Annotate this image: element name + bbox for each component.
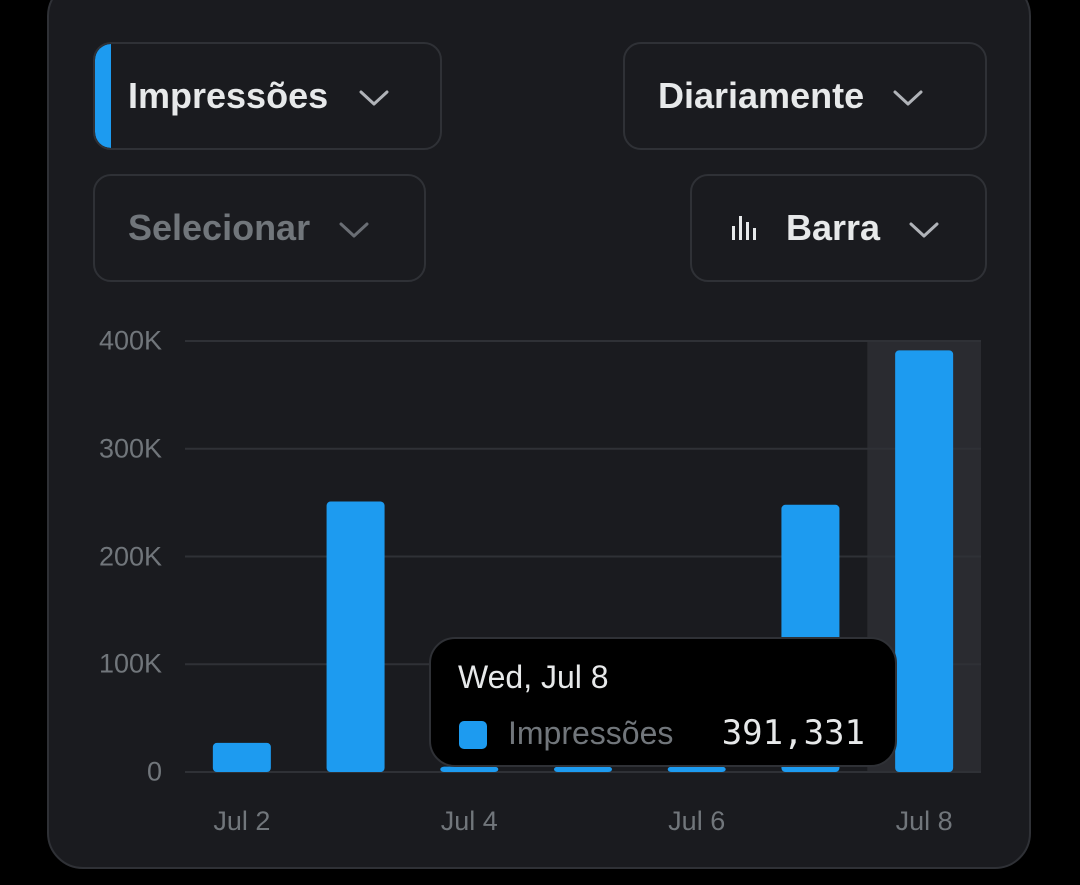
metric-accent-bar xyxy=(95,44,111,148)
bar-jul-2[interactable] xyxy=(212,742,271,772)
bar-jul-3[interactable] xyxy=(326,501,385,772)
chart-type-dropdown[interactable]: Barra xyxy=(690,174,987,282)
y-tick-label: 300K xyxy=(98,433,162,464)
chevron-down-icon xyxy=(358,75,390,117)
interval-dropdown[interactable]: Diariamente xyxy=(623,42,987,150)
bar-jul-6[interactable] xyxy=(667,766,726,772)
x-tick-label: Jul 2 xyxy=(213,806,271,836)
tooltip-series-swatch xyxy=(459,721,487,749)
chart-tooltip: Wed, Jul 8 Impressões 391,331 xyxy=(429,637,897,767)
bar-jul-8[interactable] xyxy=(895,350,954,772)
y-tick-label: 200K xyxy=(98,541,162,571)
chart-type-dropdown-label: Barra xyxy=(786,207,881,248)
x-tick-label: Jul 8 xyxy=(895,806,953,836)
bar-jul-5[interactable] xyxy=(554,766,612,772)
bar-chart-icon xyxy=(730,207,760,249)
metric-dropdown[interactable]: Impressões xyxy=(93,42,442,150)
interval-dropdown-label: Diariamente xyxy=(658,75,865,116)
tooltip-value: 391,331 xyxy=(721,713,865,753)
y-tick-label: 0 xyxy=(146,756,162,787)
chevron-down-icon xyxy=(908,207,940,249)
y-tick-label: 400K xyxy=(98,325,162,356)
bar-jul-4[interactable] xyxy=(440,766,499,772)
chevron-down-icon xyxy=(338,207,370,249)
y-tick-label: 100K xyxy=(98,648,162,679)
x-tick-label: Jul 4 xyxy=(440,806,498,836)
tooltip-title: Wed, Jul 8 xyxy=(458,659,609,695)
chevron-down-icon xyxy=(892,75,924,117)
x-tick-label: Jul 6 xyxy=(668,806,726,836)
tooltip-series-name: Impressões xyxy=(508,715,674,751)
compare-dropdown[interactable]: Selecionar xyxy=(93,174,426,282)
compare-dropdown-label: Selecionar xyxy=(128,207,311,248)
metric-dropdown-label: Impressões xyxy=(128,75,329,116)
